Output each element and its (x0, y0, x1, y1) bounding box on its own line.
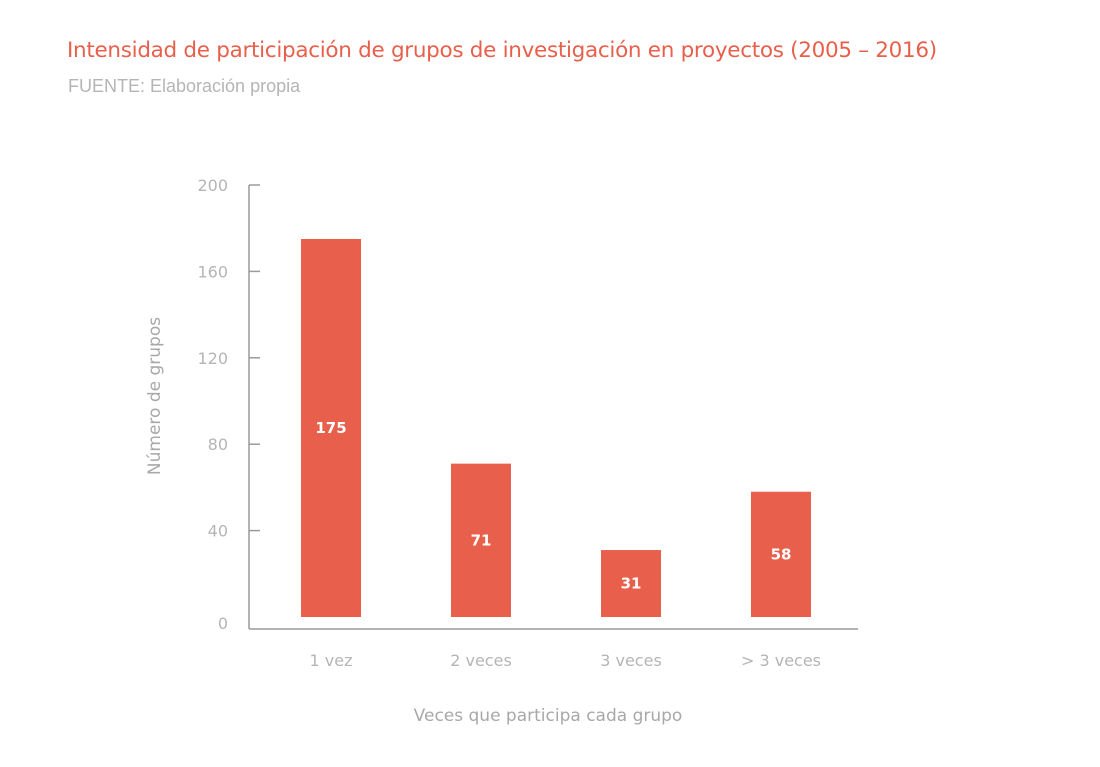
x-tick-label: 2 veces (450, 651, 512, 670)
bar-value-label: 175 (315, 419, 346, 437)
bar (451, 463, 511, 617)
x-tick-label: 3 veces (600, 651, 662, 670)
y-tick-label: 200 (197, 176, 228, 195)
chart-source: FUENTE: Elaboración propia (68, 76, 301, 96)
y-tick-label: 80 (208, 435, 228, 454)
bar-value-label: 31 (621, 575, 642, 593)
y-axis-title: Número de grupos (145, 317, 165, 475)
bar-value-label: 71 (471, 531, 492, 549)
bar (601, 550, 661, 617)
chart-title: Intensidad de participación de grupos de… (67, 38, 937, 63)
x-axis-title: Veces que participa cada grupo (414, 706, 683, 726)
x-axis: 1 vez 2 veces 3 veces > 3 veces (249, 628, 858, 670)
bar (301, 239, 361, 617)
y-tick-label: 0 (218, 614, 228, 633)
y-tick-label: 160 (197, 262, 228, 281)
y-axis: 0 40 80 120 160 200 (197, 176, 260, 633)
bars (301, 239, 811, 617)
bar-labels: 175 71 31 58 (315, 419, 791, 593)
bar (751, 491, 811, 617)
y-tick-label: 40 (208, 522, 228, 541)
bar-value-label: 58 (771, 545, 792, 563)
y-tick-label: 120 (197, 349, 228, 368)
x-tick-label: 1 vez (310, 651, 353, 670)
x-tick-label: > 3 veces (741, 651, 821, 670)
